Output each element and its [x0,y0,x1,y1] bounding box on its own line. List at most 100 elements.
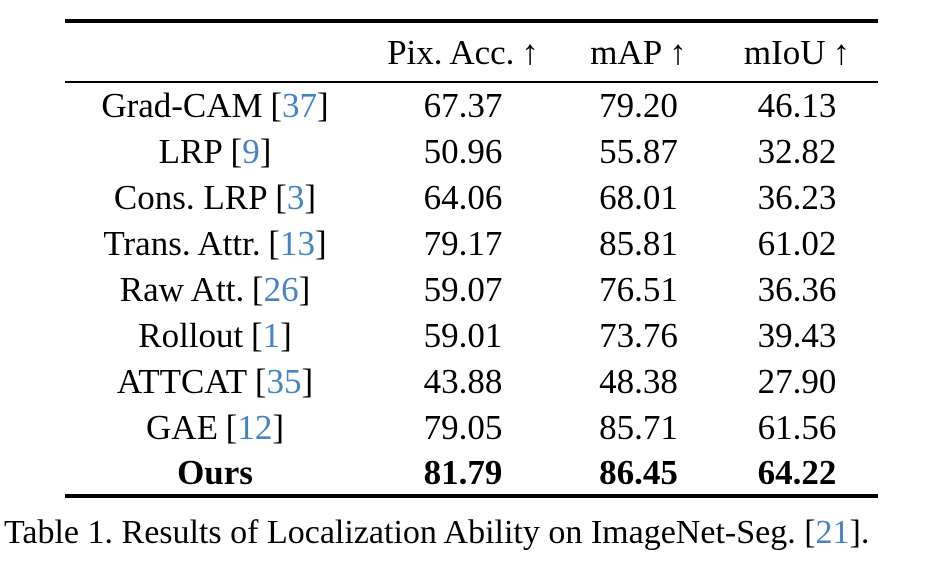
method-cell: Grad-CAM [37] [65,82,365,128]
miou-value: 46.13 [757,86,837,125]
caption-text-suffix: ]. [849,514,870,551]
pix-acc-value: 59.01 [423,315,503,355]
miou-value: 61.02 [757,223,837,263]
method-name: Trans. Attr. [103,223,261,263]
up-arrow-icon: ↑ [521,32,539,72]
up-arrow-icon: ↑ [832,32,851,72]
method-cell: Raw Att. [26] [65,266,365,312]
miou-value: 36.23 [757,177,837,217]
citation-link[interactable]: [12] [226,408,284,447]
miou-value: 36.36 [757,269,837,309]
citation-number[interactable]: 26 [263,269,299,309]
citation-bracket-close: ] [317,86,329,125]
pix-acc-value: 43.88 [423,361,503,401]
caption-citation-link[interactable]: 21 [815,514,850,551]
map-value: 68.01 [599,177,678,217]
citation-link[interactable]: [26] [252,270,310,309]
header-pix-acc: Pix. Acc. ↑ [365,21,561,82]
header-pix-acc-label: Pix. Acc. [387,32,515,72]
method-name: LRP [158,131,223,171]
method-name: Rollout [138,315,244,355]
citation-bracket-close: ] [304,177,317,217]
map-value: 55.87 [599,131,678,171]
up-arrow-icon: ↑ [669,32,687,72]
header-miou-label: mIoU [743,32,826,72]
citation-link[interactable]: [35] [255,362,313,401]
citation-bracket-close: ] [314,223,327,263]
citation-number[interactable]: 12 [237,407,273,447]
method-cell: Rollout [1] [65,312,365,358]
method-name: GAE [146,407,218,447]
results-table-figure: Pix. Acc. ↑ mAP ↑ mIoU ↑ Grad-CAM [37] 67.37… [65,19,878,498]
header-map: mAP ↑ [561,21,716,82]
table-row: Grad-CAM [37] 67.37 79.20 46.13 [65,82,878,128]
citation-number[interactable]: 13 [279,223,315,263]
citation-link[interactable]: [37] [270,86,328,125]
citation-bracket-open: [ [250,315,263,355]
table-row: ATTCAT [35] 43.88 48.38 27.90 [65,358,878,404]
citation-bracket-close: ] [259,131,272,171]
citation-number[interactable]: 37 [282,86,318,125]
miou-value: 64.22 [757,452,837,492]
table-row: Raw Att. [26] 59.07 76.51 36.36 [65,266,878,312]
method-name: ATTCAT [116,361,248,401]
table-row: LRP [9] 50.96 55.87 32.82 [65,128,878,174]
pix-acc-value: 59.07 [423,269,503,309]
citation-bracket-open: [ [225,407,238,447]
map-value: 79.20 [599,86,678,125]
citation-link[interactable]: [1] [251,316,292,355]
map-value: 48.38 [599,361,678,401]
citation-bracket-close: ] [298,269,311,309]
miou-value: 27.90 [757,361,837,401]
method-cell: ATTCAT [35] [65,358,365,404]
table-row: Cons. LRP [3] 64.06 68.01 36.23 [65,174,878,220]
method-cell: LRP [9] [65,128,365,174]
citation-bracket-close: ] [272,407,284,447]
header-miou: mIoU ↑ [716,21,878,82]
citation-number[interactable]: 9 [242,131,260,171]
table-row: Trans. Attr. [13] 79.17 85.81 61.02 [65,220,878,266]
table-row: Ours 81.79 86.45 64.22 [65,450,878,496]
table-caption: Table 1. Results of Localization Ability… [4,511,952,555]
citation-bracket-close: ] [301,361,314,401]
citation-bracket-open: [ [251,269,264,309]
miou-value: 39.43 [757,315,837,355]
pix-acc-value: 64.06 [423,177,503,217]
method-name: Ours [177,452,253,492]
header-map-label: mAP [590,32,663,72]
results-table: Pix. Acc. ↑ mAP ↑ mIoU ↑ Grad-CAM [37] 67.37… [65,19,878,498]
pix-acc-value: 50.96 [423,131,503,171]
method-name: Raw Att. [119,269,245,309]
method-cell: Ours [65,450,365,496]
pix-acc-value: 67.37 [423,86,503,125]
method-name: Grad-CAM [101,86,263,125]
table-row: GAE [12] 79.05 85.71 61.56 [65,404,878,450]
miou-value: 61.56 [757,407,837,447]
citation-bracket-open: [ [268,223,280,263]
method-cell: Cons. LRP [3] [65,174,365,220]
citation-link[interactable]: [13] [268,224,326,263]
citation-bracket-open: [ [275,177,287,217]
table-row: Rollout [1] 59.01 73.76 39.43 [65,312,878,358]
citation-link[interactable]: [3] [275,178,316,217]
method-cell: Trans. Attr. [13] [65,220,365,266]
header-method-blank [65,21,365,82]
caption-text-prefix: Table 1. Results of Localization Ability… [4,514,816,551]
table-body: Grad-CAM [37] 67.37 79.20 46.13 LRP [9] 50… [65,82,878,496]
map-value: 73.76 [599,315,678,355]
method-name: Cons. LRP [113,177,268,217]
citation-number[interactable]: 35 [266,361,302,401]
table-header: Pix. Acc. ↑ mAP ↑ mIoU ↑ [65,21,878,82]
pix-acc-value: 79.17 [423,223,503,263]
citation-link[interactable]: [9] [231,132,272,171]
pix-acc-value: 79.05 [423,407,503,447]
citation-bracket-close: ] [280,315,292,355]
header-row: Pix. Acc. ↑ mAP ↑ mIoU ↑ [65,21,878,82]
citation-number[interactable]: 1 [262,315,281,355]
citation-bracket-open: [ [270,86,283,125]
miou-value: 32.82 [757,131,837,171]
map-value: 85.81 [599,223,678,263]
map-value: 76.51 [599,269,678,309]
map-value: 86.45 [599,452,678,492]
citation-number[interactable]: 3 [286,177,305,217]
